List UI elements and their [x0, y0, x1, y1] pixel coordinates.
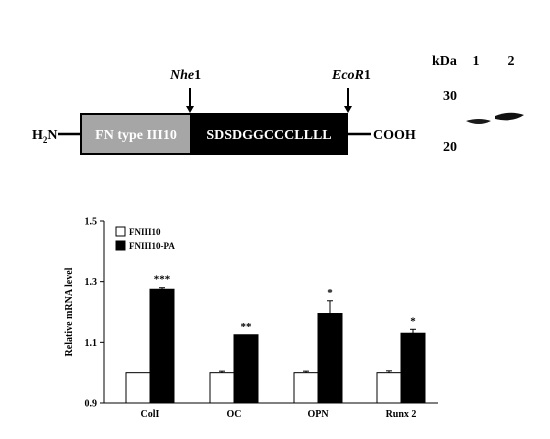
y-tick-label: 1.5	[85, 217, 98, 228]
site-nhe1-arrowhead	[186, 106, 194, 113]
site-nhe1-label: Nhe1	[169, 68, 201, 83]
bar-fniii10	[376, 372, 402, 404]
bar-fniii10-pa	[317, 313, 343, 404]
western-blot: kDa 1 2 30 20	[432, 54, 524, 155]
significance-marker: *	[410, 315, 416, 327]
legend-label-fniii10: FNIII10	[129, 227, 161, 237]
bar-fniii10-pa	[233, 334, 259, 404]
y-axis-label: Relative mRNA level	[64, 267, 75, 356]
construct-diagram: H2N FN type III10 SDSDGGCCCLLLL COOH Nhe…	[32, 68, 416, 155]
bar-fniii10	[125, 372, 151, 404]
c-terminus-label: COOH	[373, 128, 416, 143]
legend: FNIII10 FNIII10-PA	[115, 226, 175, 251]
fn-domain-label: FN type III10	[95, 128, 177, 143]
bar-fniii10	[293, 372, 319, 404]
n-terminus-label: H2N	[32, 128, 58, 145]
blot-lane-2-label: 2	[508, 54, 515, 69]
y-ticks: 0.9 1.1 1.3 1.5	[85, 217, 104, 410]
peptide-label: SDSDGGCCCLLLL	[206, 128, 331, 143]
significance-marker: **	[241, 321, 253, 333]
x-tick-label: Runx 2	[386, 409, 417, 420]
x-tick-label: OPN	[307, 409, 329, 420]
y-tick-label: 0.9	[85, 399, 98, 410]
bar-fniii10	[209, 372, 235, 404]
legend-label-fniii10-pa: FNIII10-PA	[129, 241, 175, 251]
x-tick-label: ColI	[141, 409, 160, 420]
y-tick-label: 1.1	[85, 338, 98, 349]
blot-unit-label: kDa	[432, 54, 457, 69]
blot-band-lane-2	[495, 112, 524, 121]
bar-fniii10-pa	[149, 288, 175, 404]
significance-marker: ***	[154, 274, 171, 286]
legend-swatch-fniii10-pa	[115, 240, 126, 251]
significance-marker: *	[327, 287, 333, 299]
blot-band-lane-1	[466, 119, 491, 124]
blot-marker-20: 20	[443, 140, 457, 155]
bar-fniii10-pa	[400, 332, 426, 404]
site-ecor1-arrowhead	[344, 106, 352, 113]
x-tick-label: OC	[227, 409, 242, 420]
y-tick-label: 1.3	[85, 277, 98, 288]
blot-lane-1-label: 1	[473, 54, 480, 69]
bars: *******	[125, 274, 426, 404]
legend-swatch-fniii10	[115, 226, 126, 237]
x-tick-labels: ColI OC OPN Runx 2	[141, 409, 417, 420]
blot-marker-30: 30	[443, 89, 457, 104]
peptide-box	[190, 113, 348, 155]
site-ecor1-label: EcoR1	[331, 68, 371, 83]
mrna-bar-chart: Relative mRNA level FNIII10 FNIII10-PA 0…	[64, 217, 438, 420]
